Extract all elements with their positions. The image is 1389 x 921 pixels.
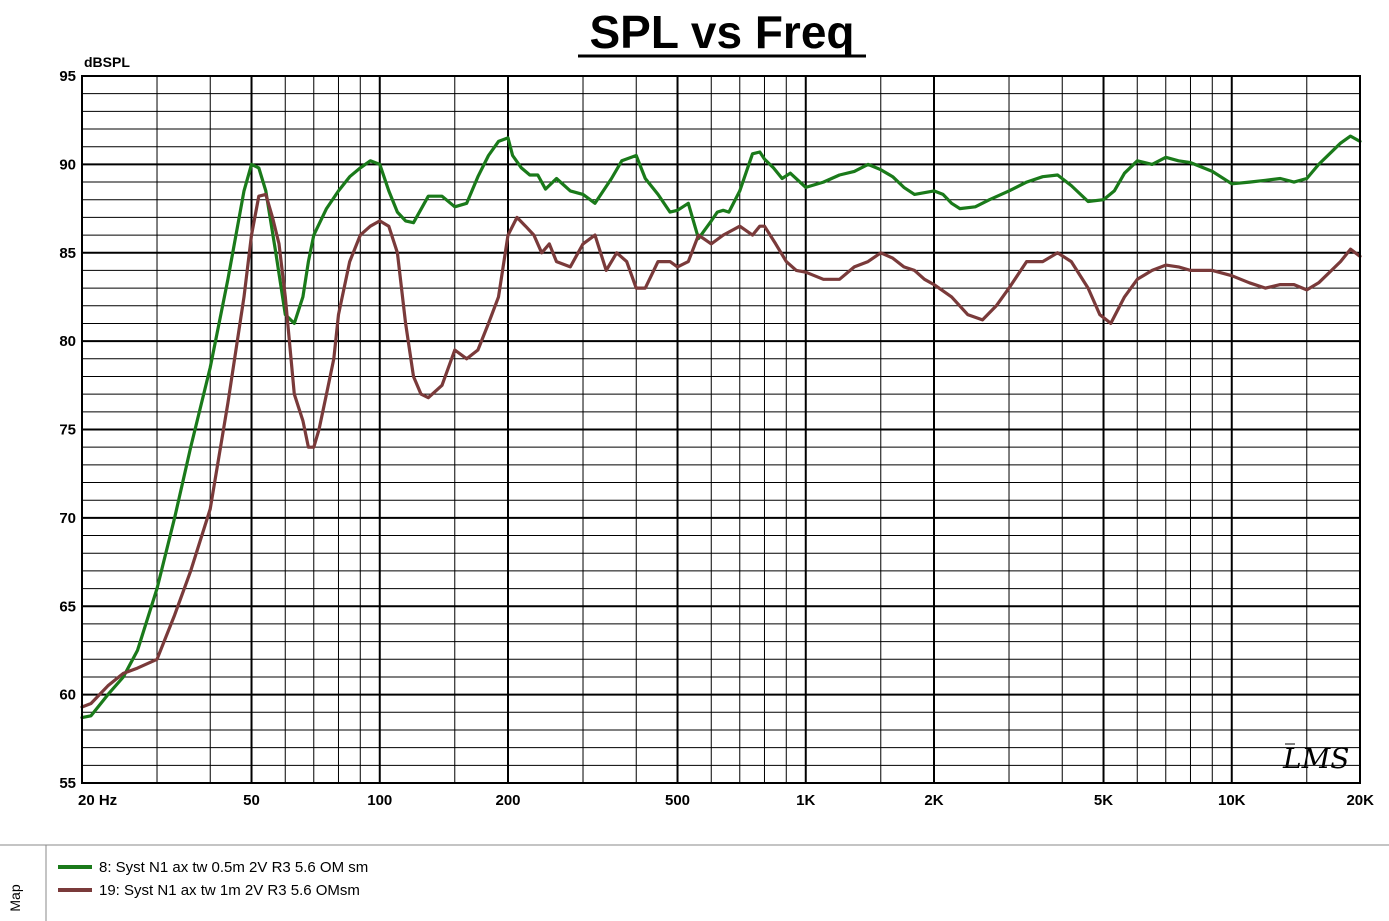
y-tick-label: 90: [59, 156, 76, 173]
y-tick-label: 65: [59, 598, 76, 615]
x-tick-label: 1K: [796, 792, 815, 809]
x-tick-label: 10K: [1218, 792, 1246, 809]
x-tick-label: 2K: [924, 792, 943, 809]
y-tick-label: 85: [59, 245, 76, 262]
x-tick-label: 20 Hz: [78, 792, 117, 809]
y-axis-unit-label: dBSPL: [84, 54, 130, 70]
y-tick-label: 55: [59, 775, 76, 792]
x-tick-label: 500: [665, 792, 690, 809]
x-tick-label: 200: [495, 792, 520, 809]
lms-logo-text: LMS: [1282, 742, 1349, 775]
lms-logo: LMS: [1282, 742, 1349, 775]
y-tick-label: 75: [59, 422, 76, 439]
series-line-1: [80, 134, 1362, 720]
y-tick-label: 95: [59, 68, 76, 85]
series-line-2: [80, 192, 1362, 709]
legend-label-1: 8: Syst N1 ax tw 0.5m 2V R3 5.6 OM sm: [99, 859, 368, 876]
series-lines: [80, 134, 1362, 720]
y-tick-label: 80: [59, 333, 76, 350]
x-tick-label: 20K: [1346, 792, 1374, 809]
legend-label-2: 19: Syst N1 ax tw 1m 2V R3 5.6 OMsm: [99, 882, 360, 899]
x-tick-labels: 20 Hz 50 100 200 500 1K 2K 5K 10K 20K: [78, 792, 1374, 809]
x-tick-label: 100: [367, 792, 392, 809]
y-tick-label: 70: [59, 510, 76, 527]
x-tick-label: 5K: [1094, 792, 1113, 809]
y-tick-label: 60: [59, 687, 76, 704]
chart-title: SPL vs Freq: [589, 6, 854, 58]
x-tick-label: 50: [243, 792, 260, 809]
grid-major: [82, 76, 1360, 783]
y-tick-labels: 55 60 65 70 75 80 85 90 95: [59, 68, 76, 792]
plot-frame: [81, 75, 1361, 784]
legend: 8: Syst N1 ax tw 0.5m 2V R3 5.6 OM sm 19:…: [58, 859, 368, 899]
legend-side-label: Map: [7, 884, 23, 911]
